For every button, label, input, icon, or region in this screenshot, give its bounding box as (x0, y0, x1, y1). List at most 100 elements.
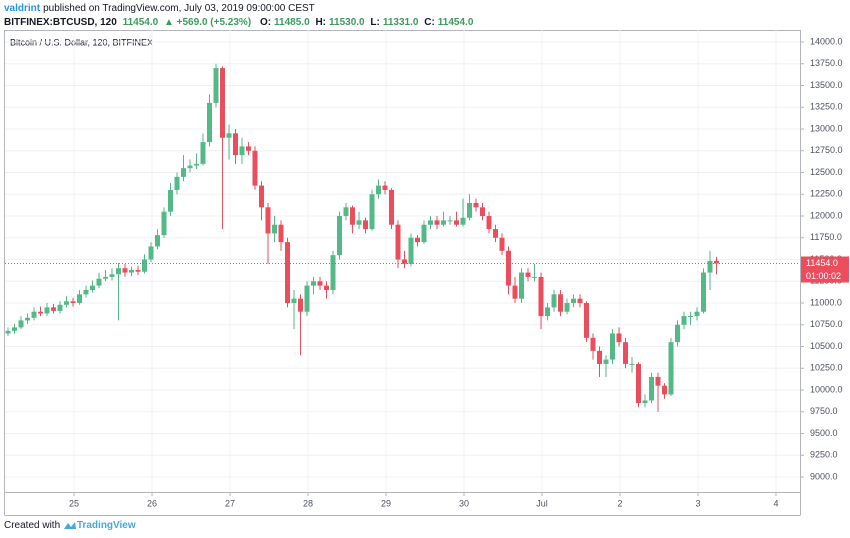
candle-body (564, 303, 570, 312)
candle-body (655, 376, 661, 386)
candle-body (38, 311, 43, 314)
candle-body (415, 237, 420, 243)
candle-body (499, 237, 505, 251)
candle-body (675, 324, 680, 343)
y-tick-label: 10000.0 (810, 384, 843, 394)
chart: Bitcoin / U.S. Dollar, 120, BITFINEX 900… (4, 30, 849, 516)
candle-body (278, 224, 284, 243)
candle-body (454, 220, 459, 225)
grid (5, 30, 800, 492)
candle-body (369, 194, 375, 230)
candle-body (363, 220, 368, 230)
candle-body (330, 255, 336, 290)
candle-body (304, 285, 310, 312)
candle-body (467, 202, 472, 218)
candle-body (402, 259, 407, 264)
candle-body (512, 285, 518, 299)
candle-body (610, 333, 615, 360)
footer: Created with TradingView (4, 520, 136, 531)
candle-body (233, 133, 238, 156)
candle-body (226, 133, 232, 138)
candle-body (428, 220, 433, 225)
candle-body (252, 150, 258, 186)
candle-body (616, 333, 622, 343)
countdown-box (801, 269, 849, 283)
candle-body (51, 307, 56, 311)
candle-body (473, 202, 479, 208)
y-tick-label: 10750.0 (810, 319, 843, 329)
candle-body (629, 363, 635, 365)
x-tick-label: 25 (69, 498, 79, 508)
candle-body (337, 216, 342, 256)
candle-body (207, 102, 212, 143)
candle-body (317, 281, 323, 286)
candle-body (434, 220, 440, 225)
candle-body (441, 220, 446, 225)
candle-body (109, 274, 115, 277)
symbol: BITFINEX:BTCUSD, 120 (4, 17, 117, 28)
y-tick-label: 14000.0 (810, 36, 843, 46)
candle-body (168, 189, 173, 212)
candle-body (681, 316, 687, 325)
candle-body (662, 385, 667, 395)
y-tick-label: 10250.0 (810, 363, 843, 373)
y-tick-label: 12750.0 (810, 145, 843, 155)
candle-body (259, 185, 264, 208)
footer-logo[interactable]: TradingView (76, 520, 136, 531)
candle-body (538, 276, 544, 317)
candle-body (408, 237, 414, 264)
candle-body (265, 207, 271, 234)
y-tick-label: 10500.0 (810, 341, 843, 351)
candle-body (701, 272, 706, 312)
candle-body (551, 294, 557, 308)
candle-body (90, 285, 95, 290)
h-value: 11530.0 (329, 17, 365, 28)
candle-body (545, 307, 550, 317)
candle-body (129, 269, 134, 273)
x-tick-label: Jul (536, 498, 548, 508)
y-tick-label: 12500.0 (810, 167, 843, 177)
candle-body (96, 278, 102, 286)
candle-body (103, 276, 108, 279)
candle-body (64, 301, 69, 305)
y-tick-label: 11750.0 (810, 232, 842, 242)
candle-body (142, 259, 147, 272)
price: 11454.0 (122, 17, 159, 28)
candle-body (584, 303, 589, 338)
candle-body (213, 68, 219, 103)
candle-body (148, 246, 154, 260)
x-tick-label: 29 (381, 498, 391, 508)
price-label-box (801, 256, 849, 270)
candle-body (161, 211, 167, 236)
candle-body (77, 294, 82, 304)
candle-body (285, 242, 290, 304)
y-tick-label: 11000.0 (810, 297, 842, 307)
y-tick-label: 12000.0 (810, 210, 843, 220)
o-value: 11485.0 (274, 17, 310, 28)
candle-body (135, 269, 141, 272)
candle-body (200, 142, 206, 164)
candle-body (558, 294, 563, 312)
candle-body (688, 316, 693, 318)
candle-body (532, 276, 537, 278)
candle-body (246, 146, 251, 151)
candle-body (668, 342, 674, 395)
candle-body (343, 207, 349, 217)
candle-body (70, 301, 76, 304)
candle-body (571, 298, 576, 304)
x-tick-label: 2 (617, 498, 622, 508)
candle-body (421, 224, 427, 243)
candle-body (181, 168, 186, 177)
candle-body (714, 260, 719, 264)
author[interactable]: valdrint (4, 3, 41, 14)
candle-body (57, 304, 63, 311)
symbol-line: BITFINEX:BTCUSD, 120 11454.0 ▲ +569.0 (+… (4, 17, 476, 28)
y-tick-label: 12250.0 (810, 189, 843, 199)
published: published on TradingView.com, July 03, 2… (43, 3, 315, 14)
y-tick-label: 13250.0 (810, 102, 843, 112)
candle-body (291, 298, 297, 304)
candle-body (525, 272, 531, 277)
y-tick-label: 9750.0 (810, 406, 838, 416)
candle-body (480, 207, 485, 217)
h-label: H: (315, 17, 326, 28)
